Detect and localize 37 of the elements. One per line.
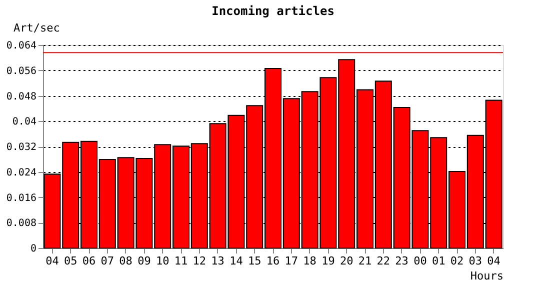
- y-tick-label: 0.016: [6, 192, 36, 204]
- x-tick-label: 02: [450, 254, 464, 268]
- x-tick-label: 16: [266, 254, 280, 268]
- y-tick-label: 0.008: [6, 218, 36, 230]
- y-axis-title: Art/sec: [14, 22, 60, 34]
- x-tick-label: 01: [432, 254, 446, 268]
- x-tick-label: 15: [248, 254, 262, 268]
- x-tick-label: 18: [303, 254, 316, 268]
- x-tick-label: 04: [487, 254, 501, 268]
- y-tick-label: 0.032: [6, 142, 36, 153]
- x-tick-label: 12: [192, 254, 206, 268]
- x-tick-label: 13: [211, 254, 224, 268]
- y-tick-label: 0.048: [6, 91, 36, 102]
- x-tick-label: 19: [322, 254, 335, 268]
- x-tick-label: 14: [230, 254, 244, 268]
- x-tick-label: 07: [100, 254, 114, 268]
- x-axis-title: Hours: [470, 270, 504, 282]
- x-tick-label: 08: [119, 254, 132, 268]
- y-tick-label: 0.056: [6, 66, 36, 77]
- x-tick-label: 03: [468, 254, 482, 268]
- chart-title: Incoming articles: [212, 4, 334, 18]
- x-tick-label: 05: [64, 254, 78, 268]
- x-tick-label: 00: [414, 254, 427, 268]
- x-tick-label: 22: [376, 254, 390, 268]
- x-tick-label: 06: [82, 254, 96, 268]
- x-tick-label: 21: [358, 254, 372, 268]
- y-tick-label: 0.024: [6, 167, 36, 178]
- x-tick-label: 17: [284, 254, 298, 268]
- x-tick-label: 10: [156, 254, 170, 268]
- x-tick-label: 04: [46, 254, 60, 268]
- x-tick-label: 11: [174, 254, 188, 268]
- x-tick-label: 09: [138, 254, 151, 268]
- x-tick-label: 20: [340, 254, 354, 268]
- y-tick-label: 0: [30, 244, 36, 254]
- y-tick-label: 0.04: [12, 116, 36, 128]
- y-tick-label: 0.064: [6, 40, 36, 52]
- x-tick-label: 23: [395, 254, 408, 268]
